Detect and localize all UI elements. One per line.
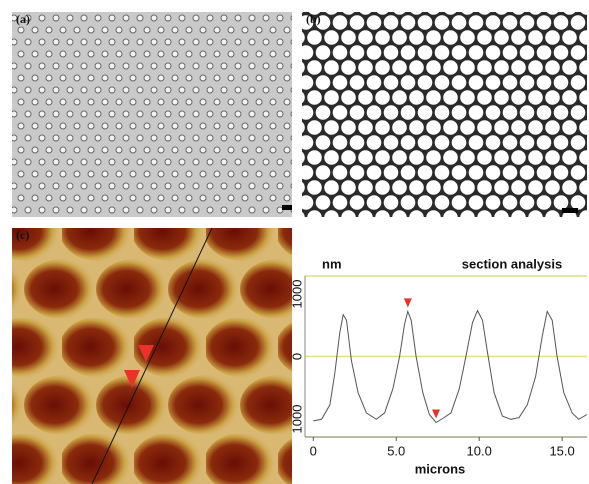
x-tick-label: 5.0 [387, 443, 405, 458]
section-marker [404, 298, 412, 307]
y-tick-label: 1000 [289, 405, 304, 434]
y-tick-label: 1000 [289, 280, 304, 309]
panel-label: (a) [16, 12, 30, 26]
micrograph-b [302, 12, 587, 217]
x-tick-label: 10.0 [467, 443, 492, 458]
micrograph-a [12, 12, 292, 217]
scale-bar [282, 205, 292, 210]
x-tick-label: 15.0 [549, 443, 574, 458]
section-marker [432, 410, 440, 419]
panel-label: (c) [16, 228, 29, 242]
x-axis-label: microns [415, 461, 466, 476]
figure: (a) (b) (c) nm section analysis microns … [0, 0, 589, 484]
y-axis-label: nm [322, 256, 342, 271]
y-tick-label: 0 [289, 353, 304, 360]
x-tick-label: 0 [310, 443, 317, 458]
page: (a) (b) (c) nm section analysis microns … [0, 0, 589, 484]
chart-title: section analysis [462, 256, 562, 271]
panel-label: (b) [306, 12, 321, 26]
scale-bar [562, 208, 578, 213]
profile-line [313, 311, 587, 423]
